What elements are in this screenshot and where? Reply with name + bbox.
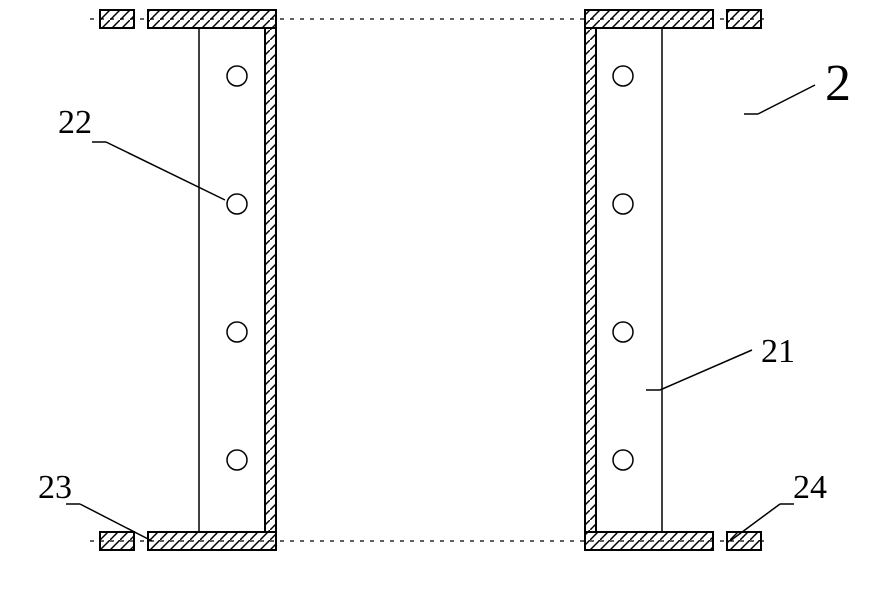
channel-flange-bottom-right <box>585 532 713 550</box>
block-top-left <box>100 10 134 28</box>
label-24: 24 <box>793 469 827 506</box>
hole-left-3 <box>227 450 247 470</box>
channel-wall-left <box>265 28 276 532</box>
label-21: 21 <box>761 333 795 370</box>
leader-22 <box>106 142 225 200</box>
hole-left-0 <box>227 66 247 86</box>
leader-21 <box>660 350 752 390</box>
engineering-diagram: 2 21 22 23 24 <box>0 0 870 599</box>
block-bottom-left <box>100 532 134 550</box>
label-2: 2 <box>825 55 851 112</box>
hole-right-0 <box>613 66 633 86</box>
channel-flange-bottom-left <box>148 532 276 550</box>
hole-right-2 <box>613 322 633 342</box>
block-top-right <box>727 10 761 28</box>
hole-right-3 <box>613 450 633 470</box>
channel-flange-top-left <box>148 10 276 28</box>
leader-2 <box>758 85 815 114</box>
hole-right-1 <box>613 194 633 214</box>
block-bottom-right <box>727 532 761 550</box>
hole-left-1 <box>227 194 247 214</box>
channel-wall-right <box>585 28 596 532</box>
hole-left-2 <box>227 322 247 342</box>
label-23: 23 <box>38 469 72 506</box>
channel-flange-top-right <box>585 10 713 28</box>
label-22: 22 <box>58 104 92 141</box>
